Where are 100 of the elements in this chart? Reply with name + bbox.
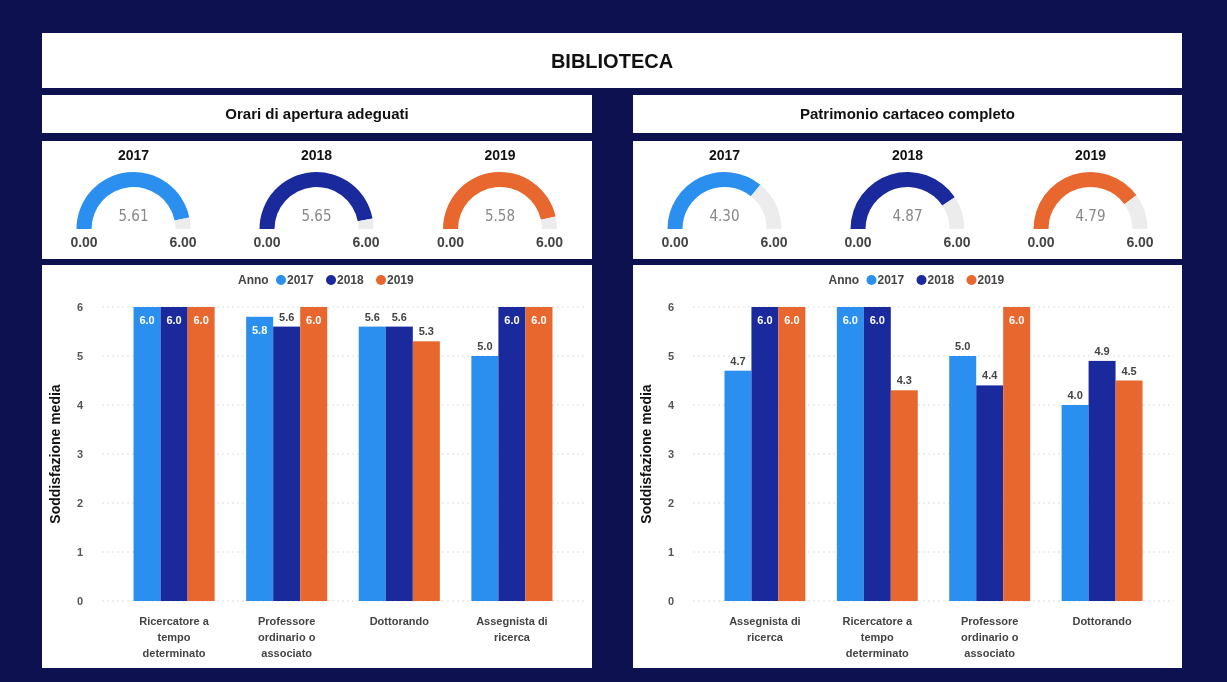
data-label: 6.0 (757, 314, 773, 326)
text: 6.00 (535, 234, 564, 250)
bar (1088, 360, 1116, 601)
bar (778, 307, 806, 601)
text: 0.00 (844, 234, 872, 250)
bar (412, 341, 440, 601)
chart-title: 2018 (300, 147, 333, 163)
y-tick-label: 3 (76, 448, 84, 460)
bar (187, 307, 215, 601)
text: 0.00 (1027, 234, 1055, 250)
y-tick-label: 1 (76, 546, 84, 558)
data-label: 6.0 (869, 314, 885, 326)
legend-title: Anno (238, 273, 269, 287)
data-label: 5.3 (418, 325, 434, 338)
bar (471, 356, 499, 601)
y-tick-label: 1 (667, 546, 675, 558)
text: 6.00 (943, 234, 971, 250)
text: 6.00 (169, 234, 197, 250)
bar (1061, 405, 1089, 601)
data-label: 4.87 (892, 207, 923, 225)
x-tick-label: Professore ordinario o associato (257, 615, 316, 659)
bar (949, 356, 977, 601)
text: 0.00 (436, 234, 465, 250)
y-tick-label: 4 (667, 399, 675, 411)
data-label: 5.6 (364, 310, 380, 323)
y-tick-label: 5 (76, 350, 84, 362)
chart-title: 2017 (117, 147, 150, 163)
bar (1003, 307, 1031, 601)
chart-title: 2017 (708, 147, 741, 163)
bar (358, 326, 386, 601)
bar (498, 307, 526, 601)
data-label: 4.0 (1067, 389, 1083, 401)
data-label: 5.58 (484, 207, 516, 225)
y-tick-label: 5 (667, 350, 675, 362)
legend-label: 2017 (877, 273, 905, 287)
text: Orari di apertura adeguati (225, 105, 409, 123)
bar (246, 316, 274, 601)
x-tick-label: Professore ordinario o associato (960, 615, 1019, 659)
legend-label: 2019 (387, 273, 415, 287)
legend-label: 2018 (927, 273, 955, 287)
bar (133, 307, 161, 601)
data-label: 6.0 (139, 314, 155, 326)
legend-label: 2019 (977, 273, 1005, 287)
x-tick-label: Ricercatore a tempo determinato (139, 615, 210, 659)
chart-title: 2019 (1074, 147, 1107, 163)
x-tick-label: Dottorando (1072, 615, 1132, 627)
data-label: 6.0 (531, 314, 547, 326)
data-label: 4.30 (709, 207, 740, 225)
bar (890, 390, 918, 601)
legend-label: 2017 (287, 273, 315, 287)
data-label: 5.6 (391, 310, 407, 323)
bar (751, 307, 779, 601)
bar (273, 326, 301, 601)
bar (525, 307, 553, 601)
y-tick-label: 0 (76, 595, 84, 607)
data-label: 6.0 (166, 314, 182, 326)
bar (300, 307, 328, 601)
data-label: 6.0 (193, 314, 209, 326)
data-label: 4.5 (1121, 364, 1137, 377)
text: Patrimonio cartaceo completo (799, 105, 1016, 123)
data-label: 6.0 (784, 314, 800, 326)
legend-label: 2018 (337, 273, 365, 287)
y-tick-label: 2 (667, 497, 675, 509)
y-axis-title: Soddisfazione media (47, 384, 63, 524)
data-label: 5.6 (279, 310, 295, 323)
data-label: 6.0 (504, 314, 520, 326)
x-tick-label: Assegnista di ricerca (729, 615, 801, 643)
y-axis-title: Soddisfazione media (638, 384, 654, 524)
bar (863, 307, 891, 601)
y-tick-label: 4 (76, 399, 84, 411)
legend-title: Anno (828, 273, 860, 287)
text: 0.00 (661, 234, 689, 250)
data-label: 4.4 (982, 369, 999, 382)
text: 6.00 (1126, 234, 1154, 250)
bar (1115, 380, 1143, 601)
data-label: 5.65 (301, 207, 332, 225)
data-label: 6.0 (1009, 314, 1025, 326)
data-label: 4.9 (1094, 344, 1110, 357)
y-tick-label: 3 (667, 448, 675, 460)
text: 6.00 (760, 234, 788, 250)
chart-title: 2018 (891, 147, 924, 163)
bar (385, 326, 413, 601)
text: 0.00 (70, 234, 98, 250)
bar (724, 370, 752, 601)
data-label: 5.0 (477, 340, 493, 352)
data-label: 5.0 (955, 340, 971, 352)
x-tick-label: Ricercatore a tempo determinato (842, 615, 914, 659)
data-label: 4.3 (896, 374, 912, 387)
y-tick-label: 6 (667, 301, 675, 313)
data-label: 5.61 (118, 207, 149, 225)
y-tick-label: 6 (76, 301, 84, 313)
bar (836, 307, 864, 601)
data-label: 4.7 (730, 354, 746, 367)
x-tick-label: Dottorando (369, 615, 430, 627)
y-tick-label: 2 (76, 497, 84, 509)
data-label: 5.8 (252, 323, 268, 336)
bar (160, 307, 188, 601)
y-tick-label: 0 (667, 595, 675, 607)
chart-title: 2019 (484, 147, 516, 163)
data-label: 6.0 (842, 314, 858, 326)
